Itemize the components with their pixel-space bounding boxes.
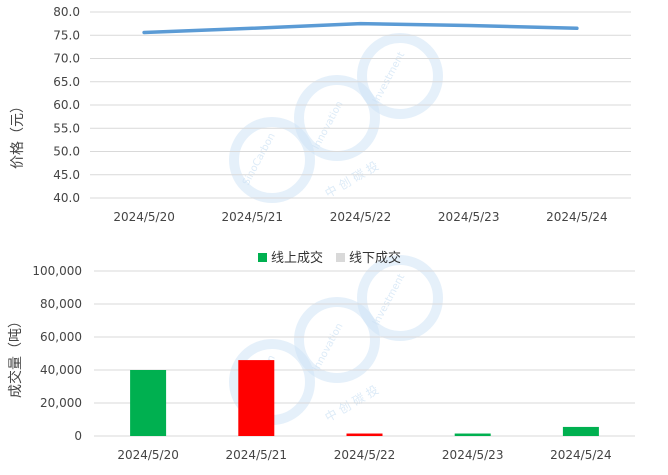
volume-y-tick-label: 80,000 xyxy=(40,297,82,311)
price-gridlines xyxy=(90,11,631,199)
price-y-tick-label: 40.0 xyxy=(53,191,80,205)
price-y-tick-label: 80.0 xyxy=(53,5,80,19)
watermark-text-sinocarbon: SinoCarbon xyxy=(241,131,278,187)
price-x-tick-label: 2024/5/24 xyxy=(546,210,608,224)
volume-x-tick-label: 2024/5/21 xyxy=(226,448,288,462)
legend-label-offline: 线下成交 xyxy=(349,250,401,266)
volume-x-tick-label: 2024/5/20 xyxy=(117,448,179,462)
legend-label-online: 线上成交 xyxy=(271,250,323,266)
volume-y-tick-label: 0 xyxy=(74,429,82,443)
watermark-text-innovation-2: Innovation xyxy=(311,321,346,373)
volume-bar xyxy=(238,360,275,436)
price-line-chart: 40.0 45.0 50.0 55.0 60.0 65.0 70.0 75.0 80.0 202… xyxy=(10,5,631,224)
volume-bar-chart: 线上成交 线下成交 0 20,000 40,000 60,000 80,000 100,0… xyxy=(7,250,635,462)
volume-x-tick-labels: 2024/5/20 2024/5/21 2024/5/22 2024/5/23 2024… xyxy=(117,448,611,462)
volume-bar xyxy=(454,433,491,436)
price-series-line xyxy=(142,21,579,35)
price-y-tick-label: 55.0 xyxy=(53,121,80,135)
price-y-tick-label: 75.0 xyxy=(53,28,80,42)
volume-y-tick-labels: 0 20,000 40,000 60,000 80,000 100,000 xyxy=(32,264,82,443)
legend-swatch-online xyxy=(258,253,267,262)
watermark-ring-middle xyxy=(294,75,380,161)
volume-bar xyxy=(130,370,167,436)
volume-y-tick-label: 100,000 xyxy=(32,264,82,278)
volume-x-tick-label: 2024/5/23 xyxy=(442,448,504,462)
volume-bars xyxy=(130,360,599,436)
volume-y-tick-label: 40,000 xyxy=(40,363,82,377)
price-series xyxy=(142,21,579,35)
legend-swatch-offline xyxy=(336,253,345,262)
price-y-tick-labels: 40.0 45.0 50.0 55.0 60.0 65.0 70.0 75.0 80.0 xyxy=(53,5,80,205)
volume-bar xyxy=(562,426,599,436)
price-y-tick-label: 65.0 xyxy=(53,75,80,89)
price-y-tick-label: 60.0 xyxy=(53,98,80,112)
watermark-text-innovation: Innovation xyxy=(311,99,346,151)
price-y-tick-label: 50.0 xyxy=(53,145,80,159)
watermark-text-chinese: 中 创 碳 投 xyxy=(322,158,381,201)
volume-y-tick-label: 20,000 xyxy=(40,396,82,410)
watermark-ring-right-2 xyxy=(357,255,443,341)
watermark-text-investment-2: Investment xyxy=(371,272,407,327)
volume-x-tick-label: 2024/5/22 xyxy=(334,448,396,462)
price-x-tick-label: 2024/5/21 xyxy=(222,210,284,224)
price-x-tick-labels: 2024/5/20 2024/5/21 2024/5/22 2024/5/23 2024… xyxy=(113,210,607,224)
volume-y-tick-label: 60,000 xyxy=(40,330,82,344)
volume-x-tick-label: 2024/5/24 xyxy=(550,448,612,462)
volume-y-axis-title: 成交量（吨） xyxy=(7,314,24,398)
price-y-axis-title: 价格（元） xyxy=(10,99,26,169)
price-x-tick-label: 2024/5/22 xyxy=(330,210,392,224)
watermark-ring-middle-2 xyxy=(294,297,380,383)
volume-legend: 线上成交 线下成交 xyxy=(258,250,401,266)
price-x-tick-label: 2024/5/23 xyxy=(438,210,500,224)
price-x-tick-label: 2024/5/20 xyxy=(113,210,175,224)
price-y-tick-label: 70.0 xyxy=(53,52,80,66)
price-y-tick-label: 45.0 xyxy=(53,168,80,182)
volume-bar xyxy=(346,433,383,436)
watermark-ring-right xyxy=(357,33,443,119)
watermark-top: SinoCarbon Innovation Investment 中 创 碳 投 xyxy=(229,33,443,203)
